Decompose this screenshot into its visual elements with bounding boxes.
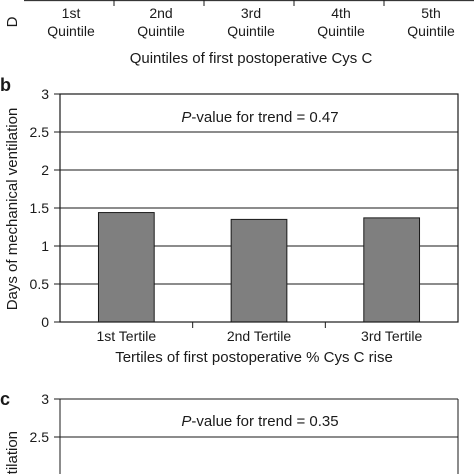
panel-c-annotation-rest: -value for trend = 0.35	[191, 413, 338, 430]
panel-b-y-tick-label: 2	[41, 162, 49, 178]
panel-a-category-label-line: 4th	[331, 5, 350, 21]
panel-c-annotation-p: P	[181, 413, 191, 430]
panel-a-category-label-line: 5th	[421, 5, 440, 21]
panel-a-category-label: 4th Quintile	[317, 5, 365, 39]
panel-a-category-label: 2nd Quintile	[137, 5, 185, 39]
panel-c-letter: c	[0, 389, 10, 409]
panel-a: D 1st Quintile 2nd Quintile 3rd Quintile 4th Qu…	[4, 0, 474, 67]
panel-b-y-tick-label: 1.5	[30, 200, 50, 216]
panel-b-annotation-p: P	[181, 109, 191, 126]
panel-b-category-label: 3rd Tertile	[361, 328, 422, 344]
panel-a-category-label-line: Quintile	[137, 23, 185, 39]
panel-b-plot-frame	[59, 93, 459, 323]
panel-b-category-labels: 1st Tertile 2nd Tertile 3rd Tertile	[96, 328, 422, 344]
panel-a-category-labels: 1st Quintile 2nd Quintile 3rd Quintile 4th Quin…	[47, 5, 455, 39]
panel-b-xlabel: Tertiles of first postoperative % Cys C …	[115, 349, 393, 366]
panel-b-y-tick-label: 0.5	[30, 276, 50, 292]
bar-2	[230, 218, 288, 323]
panel-b-annotation: P-value for trend = 0.47	[181, 109, 338, 126]
panel-b-y-tick-label: 0	[41, 314, 49, 330]
panel-a-category-label-line: 1st	[62, 5, 81, 21]
panel-a-category-label-line: 2nd	[149, 5, 172, 21]
panel-a-category-label-line: Quintile	[47, 23, 95, 39]
panel-b-category-label: 2nd Tertile	[227, 328, 292, 344]
panel-b-annotation-rest: -value for trend = 0.47	[191, 109, 338, 126]
bar-1	[97, 212, 155, 323]
panel-a-category-label: 1st Quintile	[47, 5, 95, 39]
panel-b-x-ticks	[192, 322, 326, 328]
panel-a-xlabel: Quintiles of first postoperative Cys C	[130, 50, 373, 67]
panel-c-annotation: P-value for trend = 0.35	[181, 413, 338, 430]
panel-b: b Days of mechanical ventilation 0 0.5 1 1.…	[0, 75, 459, 366]
panel-b-letter: b	[0, 75, 11, 95]
bar-3	[363, 217, 421, 323]
panel-a-category-label: 5th Quintile	[407, 5, 455, 39]
panel-c-ytick-label-2.5: 2.5	[30, 429, 50, 445]
panel-a-x-ticks	[113, 0, 385, 6]
panel-b-y-ticks: 0 0.5 1 1.5 2 2.5 3	[30, 86, 60, 330]
panel-c-ytick-label-3: 3	[41, 391, 49, 407]
panel-a-category-label-line: 3rd	[241, 5, 261, 21]
panel-b-y-tick-label: 3	[41, 86, 49, 102]
panel-c-ylabel-fragment: entilation	[4, 431, 21, 474]
panel-a-category-label: 3rd Quintile	[227, 5, 275, 39]
panel-a-ylabel-fragment: D	[4, 16, 21, 27]
panel-b-ylabel: Days of mechanical ventilation	[4, 108, 21, 311]
panel-b-y-tick-label: 1	[41, 238, 49, 254]
panel-a-category-label-line: Quintile	[317, 23, 365, 39]
panel-b-bars	[97, 212, 421, 323]
panel-c: c entilation 3 2.5 P-value for trend = 0…	[0, 389, 459, 474]
panel-b-category-label: 1st Tertile	[96, 328, 156, 344]
panel-b-y-tick-label: 2.5	[30, 124, 50, 140]
panel-a-category-label-line: Quintile	[407, 23, 455, 39]
panel-a-category-label-line: Quintile	[227, 23, 275, 39]
